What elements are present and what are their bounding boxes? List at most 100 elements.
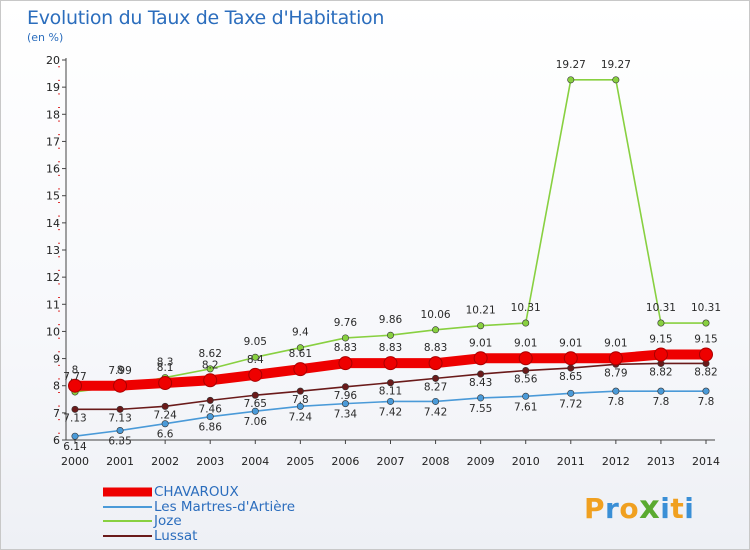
data-label-chavaroux: 8.1 <box>157 362 174 374</box>
x-tick-label: 2010 <box>512 455 540 468</box>
data-label-les-martres-d-arti-re: 7.8 <box>653 396 670 408</box>
data-point-les-martres-d-arti-re <box>251 407 259 415</box>
data-label-joze: 10.21 <box>466 305 496 317</box>
data-label-les-martres-d-arti-re: 7.72 <box>559 398 582 410</box>
data-point-joze <box>296 344 304 352</box>
data-label-les-martres-d-arti-re: 7.61 <box>514 401 537 413</box>
data-label-joze: 7.99 <box>108 365 131 377</box>
data-label-joze: 9.4 <box>292 327 309 339</box>
data-point-chavaroux <box>68 378 82 393</box>
data-point-chavaroux <box>653 347 668 362</box>
data-label-lussat: 7.96 <box>334 390 358 402</box>
data-label-lussat: 8.82 <box>694 366 717 378</box>
x-tick-label: 2005 <box>286 455 314 468</box>
data-point-les-martres-d-arti-re <box>432 397 440 405</box>
x-tick-label: 2009 <box>467 455 495 468</box>
proxiti-logo: Proxiti <box>584 488 695 526</box>
data-label-joze: 10.31 <box>511 302 541 314</box>
y-tick-label: 20 <box>46 54 60 67</box>
data-label-chavaroux: 8.61 <box>289 348 312 360</box>
data-point-chavaroux <box>563 351 578 366</box>
y-tick-label: 18 <box>46 108 60 121</box>
data-label-les-martres-d-arti-re: 7.42 <box>379 406 402 418</box>
data-point-les-martres-d-arti-re <box>341 400 349 408</box>
legend-swatch <box>103 534 152 537</box>
data-point-joze <box>702 319 710 327</box>
data-label-chavaroux: 8.4 <box>247 354 264 366</box>
data-point-lussat <box>341 383 349 391</box>
y-tick-label: 16 <box>46 163 60 176</box>
data-label-les-martres-d-arti-re: 6.86 <box>199 422 223 434</box>
data-point-chavaroux <box>158 376 173 390</box>
data-point-lussat <box>386 379 394 387</box>
x-tick-label: 2014 <box>692 455 720 468</box>
data-label-chavaroux: 9.01 <box>604 337 627 349</box>
data-point-chavaroux <box>699 347 713 362</box>
data-label-joze: 10.31 <box>646 302 676 314</box>
data-label-lussat: 8.27 <box>424 381 447 393</box>
data-label-chavaroux: 8.83 <box>334 342 357 354</box>
data-label-les-martres-d-arti-re: 6.6 <box>157 429 174 441</box>
data-point-joze <box>567 76 575 84</box>
data-point-chavaroux <box>338 356 353 371</box>
data-label-chavaroux: 8.83 <box>424 342 447 354</box>
data-label-chavaroux: 8 <box>72 365 79 377</box>
data-point-lussat <box>296 387 304 395</box>
x-tick-label: 2004 <box>241 455 269 468</box>
data-label-chavaroux: 9.01 <box>559 337 582 349</box>
data-label-lussat: 8.65 <box>559 371 582 383</box>
y-tick-label: 7 <box>53 407 60 420</box>
data-point-chavaroux <box>608 351 623 366</box>
data-label-joze: 8.62 <box>199 348 222 360</box>
data-point-chavaroux <box>293 362 308 377</box>
legend-label: Lussat <box>154 527 198 544</box>
data-label-joze: 19.27 <box>556 59 586 71</box>
x-tick-label: 2011 <box>557 455 585 468</box>
data-point-lussat <box>71 405 79 413</box>
y-tick-label: 10 <box>46 325 60 338</box>
data-label-chavaroux: 8.2 <box>202 359 219 371</box>
x-tick-label: 2013 <box>647 455 675 468</box>
data-point-joze <box>386 331 394 339</box>
data-point-joze <box>251 353 259 361</box>
data-label-joze: 7.77 <box>63 371 86 383</box>
data-label-joze: 9.86 <box>379 314 403 326</box>
y-tick-label: 12 <box>46 271 60 284</box>
chart-title: Evolution du Taux de Taxe d'Habitation <box>27 7 385 29</box>
data-point-les-martres-d-arti-re <box>657 387 665 395</box>
data-label-chavaroux: 8.83 <box>379 342 402 354</box>
legend-label: Les Martres-d'Artière <box>154 498 296 515</box>
data-point-chavaroux <box>473 351 488 366</box>
data-point-lussat <box>251 391 259 399</box>
data-point-chavaroux <box>383 356 398 371</box>
data-point-les-martres-d-arti-re <box>612 387 620 395</box>
x-tick-label: 2001 <box>106 455 134 468</box>
data-point-lussat <box>522 367 530 375</box>
data-label-lussat: 7.13 <box>108 412 131 424</box>
data-point-joze <box>612 76 620 84</box>
data-label-lussat: 7.65 <box>244 398 267 410</box>
data-point-les-martres-d-arti-re <box>161 420 169 428</box>
legend-swatch <box>103 505 152 508</box>
data-label-les-martres-d-arti-re: 7.24 <box>289 411 313 423</box>
data-point-les-martres-d-arti-re <box>71 432 79 440</box>
data-label-chavaroux: 9.01 <box>514 337 537 349</box>
data-point-chavaroux <box>203 373 218 388</box>
data-label-les-martres-d-arti-re: 7.42 <box>424 406 447 418</box>
data-point-joze <box>477 322 485 330</box>
data-label-joze: 10.31 <box>691 302 721 314</box>
y-tick-label: 14 <box>46 217 60 230</box>
data-label-lussat: 7.24 <box>153 409 177 421</box>
x-tick-label: 2003 <box>196 455 224 468</box>
data-point-chavaroux <box>248 367 263 382</box>
data-point-les-martres-d-arti-re <box>522 392 530 400</box>
data-point-chavaroux <box>113 378 128 393</box>
data-label-lussat: 8.43 <box>469 377 492 389</box>
data-label-les-martres-d-arti-re: 7.34 <box>334 409 358 421</box>
data-label-les-martres-d-arti-re: 7.8 <box>608 396 625 408</box>
data-label-lussat: 7.8 <box>292 394 309 406</box>
data-point-lussat <box>432 374 440 382</box>
data-label-les-martres-d-arti-re: 7.8 <box>698 396 715 408</box>
